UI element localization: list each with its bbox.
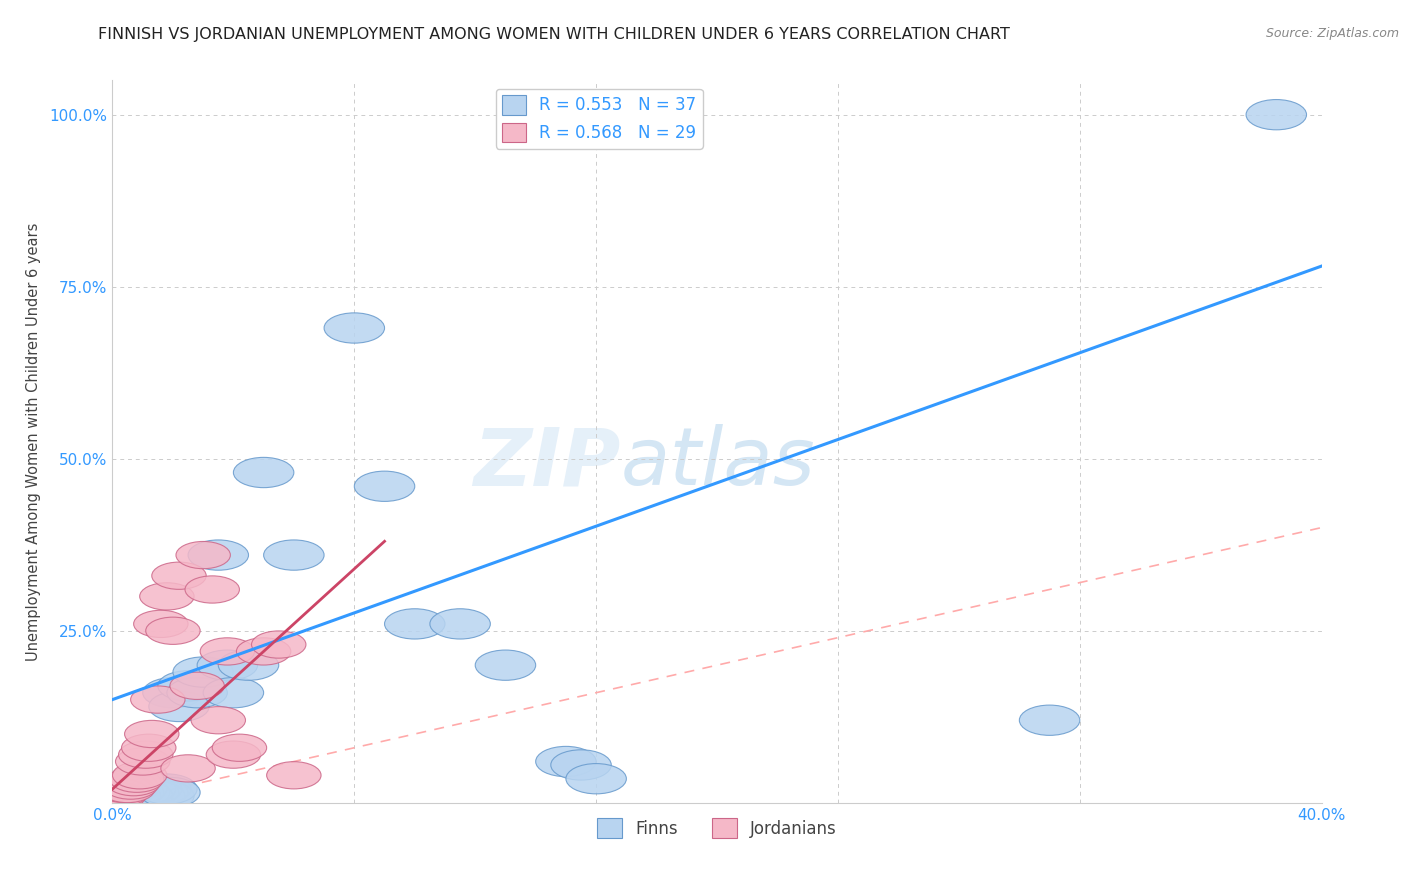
Y-axis label: Unemployment Among Women with Children Under 6 years: Unemployment Among Women with Children U… xyxy=(27,222,41,661)
Ellipse shape xyxy=(91,780,152,811)
Ellipse shape xyxy=(110,777,170,807)
Ellipse shape xyxy=(118,741,173,768)
Ellipse shape xyxy=(565,764,626,794)
Text: Source: ZipAtlas.com: Source: ZipAtlas.com xyxy=(1265,27,1399,40)
Ellipse shape xyxy=(152,562,207,590)
Ellipse shape xyxy=(139,582,194,610)
Ellipse shape xyxy=(323,313,384,343)
Ellipse shape xyxy=(218,650,278,681)
Ellipse shape xyxy=(176,541,231,569)
Ellipse shape xyxy=(430,608,491,639)
Ellipse shape xyxy=(475,650,536,681)
Text: ZIP: ZIP xyxy=(472,425,620,502)
Ellipse shape xyxy=(236,638,291,665)
Ellipse shape xyxy=(104,777,165,807)
Ellipse shape xyxy=(97,774,157,805)
Ellipse shape xyxy=(170,673,225,699)
Ellipse shape xyxy=(160,755,215,782)
Ellipse shape xyxy=(125,721,179,747)
Ellipse shape xyxy=(107,774,167,805)
Ellipse shape xyxy=(200,638,254,665)
Ellipse shape xyxy=(207,741,260,768)
Ellipse shape xyxy=(354,471,415,501)
Text: atlas: atlas xyxy=(620,425,815,502)
Ellipse shape xyxy=(233,458,294,488)
Legend: Finns, Jordanians: Finns, Jordanians xyxy=(591,812,844,845)
Ellipse shape xyxy=(134,610,188,638)
Ellipse shape xyxy=(121,734,176,762)
Ellipse shape xyxy=(143,678,202,708)
Ellipse shape xyxy=(128,777,188,807)
Ellipse shape xyxy=(252,631,307,658)
Ellipse shape xyxy=(1019,705,1080,735)
Ellipse shape xyxy=(536,747,596,777)
Ellipse shape xyxy=(139,777,200,807)
Ellipse shape xyxy=(97,775,152,803)
Ellipse shape xyxy=(134,780,194,811)
Ellipse shape xyxy=(121,774,181,805)
Ellipse shape xyxy=(157,671,218,701)
Ellipse shape xyxy=(115,774,176,805)
Ellipse shape xyxy=(204,678,264,708)
Ellipse shape xyxy=(167,678,228,708)
Ellipse shape xyxy=(136,774,197,805)
Ellipse shape xyxy=(89,782,143,810)
Ellipse shape xyxy=(131,774,191,805)
Ellipse shape xyxy=(94,779,149,806)
Text: FINNISH VS JORDANIAN UNEMPLOYMENT AMONG WOMEN WITH CHILDREN UNDER 6 YEARS CORREL: FINNISH VS JORDANIAN UNEMPLOYMENT AMONG … xyxy=(98,27,1011,42)
Ellipse shape xyxy=(173,657,233,687)
Ellipse shape xyxy=(186,576,239,603)
Ellipse shape xyxy=(191,706,246,734)
Ellipse shape xyxy=(384,608,444,639)
Ellipse shape xyxy=(100,775,155,803)
Ellipse shape xyxy=(115,747,170,775)
Ellipse shape xyxy=(118,777,179,807)
Ellipse shape xyxy=(107,769,160,796)
Ellipse shape xyxy=(104,772,157,799)
Ellipse shape xyxy=(110,765,165,792)
Ellipse shape xyxy=(551,750,612,780)
Ellipse shape xyxy=(264,540,323,570)
Ellipse shape xyxy=(91,782,146,810)
Ellipse shape xyxy=(146,617,200,644)
Ellipse shape xyxy=(100,780,160,811)
Ellipse shape xyxy=(1246,100,1306,130)
Ellipse shape xyxy=(212,734,267,762)
Ellipse shape xyxy=(267,762,321,789)
Ellipse shape xyxy=(112,780,173,811)
Ellipse shape xyxy=(131,686,186,714)
Ellipse shape xyxy=(125,780,186,811)
Ellipse shape xyxy=(197,650,257,681)
Ellipse shape xyxy=(149,691,209,722)
Ellipse shape xyxy=(112,762,167,789)
Ellipse shape xyxy=(188,540,249,570)
